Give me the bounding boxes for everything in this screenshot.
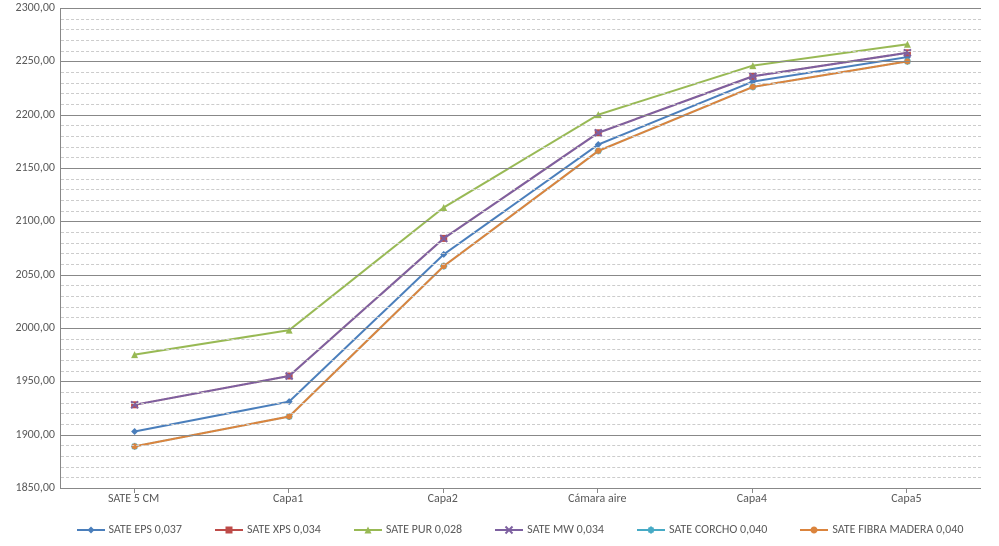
y-axis-label: 2050,00 <box>5 268 55 282</box>
gridline-minor <box>61 285 981 286</box>
x-axis-label: SATE 5 CM <box>108 492 159 506</box>
x-tick <box>752 488 753 493</box>
y-axis-label: 2200,00 <box>5 108 55 122</box>
gridline-minor <box>61 413 981 414</box>
gridline-major <box>61 381 981 382</box>
legend-swatch <box>215 523 243 537</box>
series-line <box>135 57 908 431</box>
x-axis-label: Capa1 <box>273 492 303 506</box>
legend-swatch <box>354 523 382 537</box>
legend-item: SATE PUR 0,028 <box>354 523 462 537</box>
gridline-minor <box>61 456 981 457</box>
gridline-minor <box>61 360 981 361</box>
legend-label: SATE EPS 0,037 <box>109 523 182 537</box>
x-tick <box>443 488 444 493</box>
gridline-minor <box>61 339 981 340</box>
gridline-minor <box>61 349 981 350</box>
chart-svg <box>61 8 981 488</box>
gridline-major <box>61 115 981 116</box>
legend-swatch <box>637 523 665 537</box>
gridline-minor <box>61 253 981 254</box>
gridline-minor <box>61 51 981 52</box>
plot-area <box>60 8 981 489</box>
gridline-major <box>61 8 981 9</box>
line-chart: SATE EPS 0,037 SATE XPS 0,034 SATE PUR 0,0… <box>0 0 999 546</box>
legend-item: SATE XPS 0,034 <box>215 523 321 537</box>
gridline-minor <box>61 93 981 94</box>
y-axis-label: 1900,00 <box>5 428 55 442</box>
y-axis-label: 2300,00 <box>5 1 55 15</box>
gridline-major <box>61 168 981 169</box>
y-axis-label: 2000,00 <box>5 321 55 335</box>
series-line <box>135 53 908 405</box>
x-tick <box>134 488 135 493</box>
x-axis-label: Cámara aire <box>568 492 626 506</box>
gridline-minor <box>61 232 981 233</box>
gridline-major <box>61 221 981 222</box>
legend-item: SATE CORCHO 0,040 <box>637 523 767 537</box>
legend-swatch <box>800 523 828 537</box>
gridline-minor <box>61 317 981 318</box>
gridline-minor <box>61 136 981 137</box>
x-tick <box>597 488 598 493</box>
legend: SATE EPS 0,037 SATE XPS 0,034 SATE PUR 0,0… <box>60 518 980 542</box>
gridline-major <box>61 435 981 436</box>
legend-label: SATE PUR 0,028 <box>386 523 462 537</box>
gridline-minor <box>61 264 981 265</box>
y-axis-label: 1850,00 <box>5 481 55 495</box>
legend-swatch <box>495 523 523 537</box>
gridline-minor <box>61 147 981 148</box>
gridline-minor <box>61 371 981 372</box>
gridline-minor <box>61 72 981 73</box>
gridline-minor <box>61 157 981 158</box>
gridline-minor <box>61 189 981 190</box>
gridline-minor <box>61 104 981 105</box>
gridline-minor <box>61 211 981 212</box>
gridline-minor <box>61 243 981 244</box>
gridline-minor <box>61 125 981 126</box>
gridline-minor <box>61 307 981 308</box>
x-axis-label: Capa5 <box>891 492 921 506</box>
gridline-minor <box>61 29 981 30</box>
legend-item: SATE EPS 0,037 <box>77 523 182 537</box>
legend-label: SATE FIBRA MADERA 0,040 <box>832 523 963 537</box>
gridline-major <box>61 328 981 329</box>
legend-label: SATE CORCHO 0,040 <box>669 523 767 537</box>
gridline-minor <box>61 19 981 20</box>
series-marker <box>595 148 601 154</box>
legend-label: SATE MW 0,034 <box>527 523 604 537</box>
x-tick <box>288 488 289 493</box>
x-axis-label: Capa4 <box>737 492 767 506</box>
y-axis-label: 2250,00 <box>5 54 55 68</box>
legend-item: SATE MW 0,034 <box>495 523 604 537</box>
gridline-minor <box>61 445 981 446</box>
gridline-major <box>61 275 981 276</box>
gridline-minor <box>61 200 981 201</box>
y-axis-label: 2100,00 <box>5 214 55 228</box>
y-axis-label: 1950,00 <box>5 374 55 388</box>
gridline-minor <box>61 40 981 41</box>
series-line <box>135 53 908 405</box>
series-marker <box>286 414 292 420</box>
gridline-minor <box>61 403 981 404</box>
gridline-minor <box>61 477 981 478</box>
gridline-minor <box>61 179 981 180</box>
gridline-minor <box>61 296 981 297</box>
x-tick <box>906 488 907 493</box>
gridline-minor <box>61 83 981 84</box>
gridline-minor <box>61 467 981 468</box>
gridline-major <box>61 61 981 62</box>
series-marker <box>132 443 138 449</box>
y-axis-label: 2150,00 <box>5 161 55 175</box>
series-marker <box>750 84 756 90</box>
gridline-minor <box>61 424 981 425</box>
legend-label: SATE XPS 0,034 <box>247 523 321 537</box>
legend-swatch <box>77 523 105 537</box>
gridline-minor <box>61 392 981 393</box>
legend-item: SATE FIBRA MADERA 0,040 <box>800 523 963 537</box>
x-axis-label: Capa2 <box>428 492 458 506</box>
